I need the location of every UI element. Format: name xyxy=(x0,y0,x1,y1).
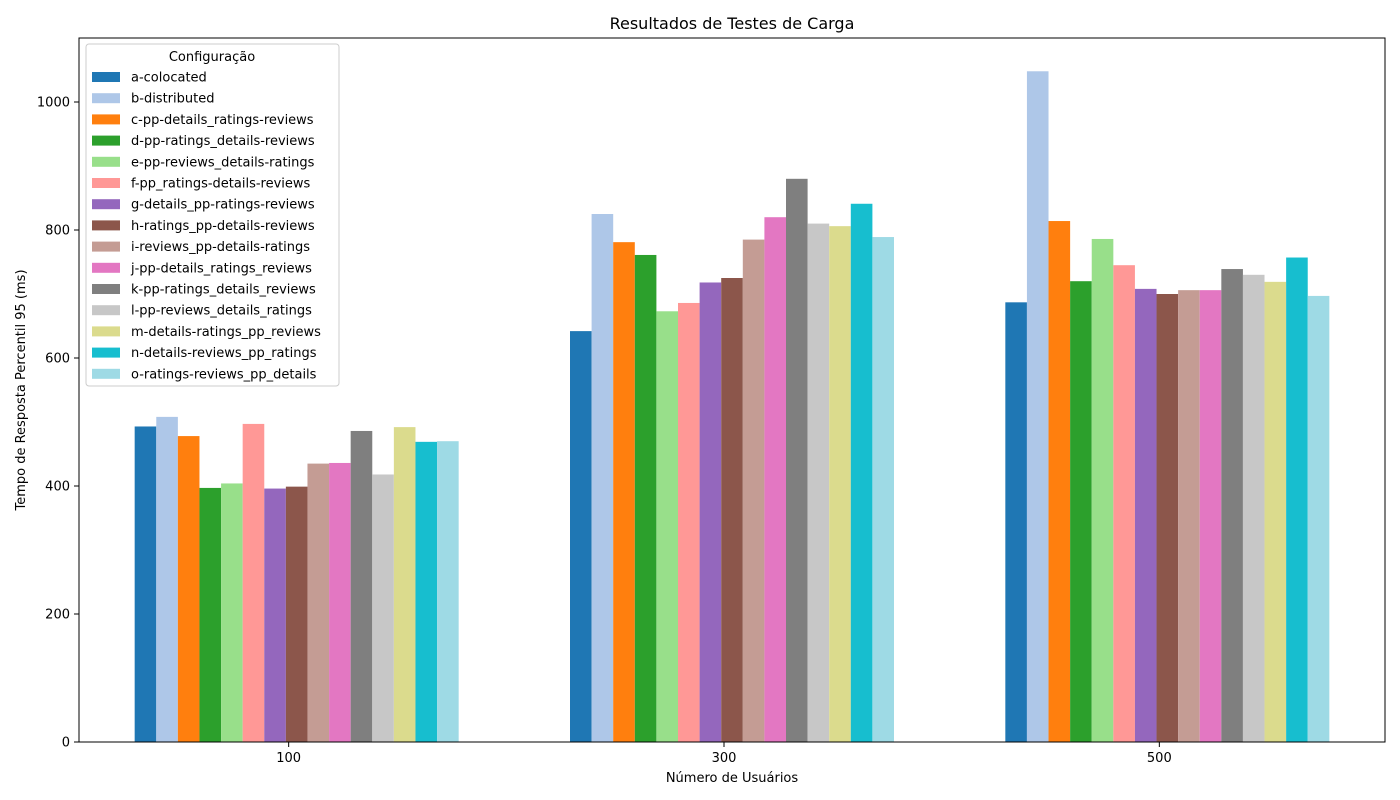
legend-label: i-reviews_pp-details-ratings xyxy=(131,240,310,255)
bar-o-500 xyxy=(1307,295,1330,742)
bar-j-500 xyxy=(1199,290,1222,742)
legend-label: f-pp_ratings-details-reviews xyxy=(131,177,311,192)
legend-swatch xyxy=(92,135,120,146)
y-tick-label: 600 xyxy=(45,352,70,367)
bar-a-500 xyxy=(1005,302,1027,742)
y-tick-label: 400 xyxy=(45,480,70,495)
bar-d-500 xyxy=(1070,281,1092,742)
y-tick-label: 1000 xyxy=(37,96,70,111)
legend-swatch xyxy=(92,156,120,167)
bar-e-500 xyxy=(1091,238,1114,742)
legend-swatch xyxy=(92,284,120,294)
bar-k-100 xyxy=(350,430,373,742)
y-tick-label: 800 xyxy=(45,224,70,239)
legend-label: e-pp-reviews_details-ratings xyxy=(131,155,315,170)
legend-swatch xyxy=(92,199,120,210)
legend-swatch xyxy=(92,178,120,188)
legend-label: d-pp-ratings_details-reviews xyxy=(131,134,315,149)
legend-label: k-pp-ratings_details_reviews xyxy=(131,283,316,298)
legend-box xyxy=(85,43,340,387)
bar-f-100 xyxy=(242,423,265,742)
y-tick-label: 200 xyxy=(45,608,70,623)
bar-n-300 xyxy=(850,203,873,742)
bar-c-300 xyxy=(613,242,635,742)
legend-swatch xyxy=(92,305,120,316)
bar-k-300 xyxy=(786,178,808,743)
bar-m-300 xyxy=(829,226,851,742)
legend-swatch xyxy=(92,93,120,104)
bar-e-300 xyxy=(656,311,678,742)
legend: Configuração a-colocated b-distributed c-p… xyxy=(85,43,340,387)
legend-swatch xyxy=(92,326,120,337)
bar-h-300 xyxy=(721,278,743,742)
bar-b-300 xyxy=(591,214,614,742)
legend-label: n-details-reviews_pp_ratings xyxy=(131,346,317,361)
bar-i-500 xyxy=(1178,290,1200,742)
legend-title: Configuração xyxy=(169,50,255,65)
bar-h-100 xyxy=(285,486,308,742)
bar-g-500 xyxy=(1134,288,1157,742)
chart-title: Resultados de Testes de Carga xyxy=(610,14,855,33)
bar-m-500 xyxy=(1264,281,1287,742)
bar-e-100 xyxy=(221,483,243,742)
bar-c-500 xyxy=(1048,221,1071,743)
bar-b-500 xyxy=(1026,71,1049,742)
bar-d-300 xyxy=(634,254,657,742)
legend-label: c-pp-details_ratings-reviews xyxy=(131,113,314,128)
x-tick-label: 500 xyxy=(1147,751,1172,766)
bar-b-100 xyxy=(156,416,178,742)
legend-label: b-distributed xyxy=(131,92,214,107)
y-tick-label: 0 xyxy=(62,736,70,751)
bar-l-300 xyxy=(807,223,830,743)
bar-d-100 xyxy=(199,487,222,742)
bar-i-100 xyxy=(307,463,330,742)
legend-swatch xyxy=(92,241,120,252)
legend-label: j-pp-details_ratings_reviews xyxy=(130,261,312,276)
bar-j-300 xyxy=(764,217,786,742)
legend-swatch xyxy=(92,114,120,125)
x-tick-label: 100 xyxy=(276,751,301,766)
bar-j-100 xyxy=(329,462,351,742)
bar-n-500 xyxy=(1286,257,1308,742)
legend-label: a-colocated xyxy=(131,71,207,86)
x-axis: 100 300 500 xyxy=(276,742,1172,766)
bar-i-300 xyxy=(742,239,765,742)
bar-m-100 xyxy=(393,427,416,742)
y-axis-label: Tempo de Resposta Percentil 95 (ms) xyxy=(14,269,29,511)
bar-h-500 xyxy=(1156,294,1179,742)
bar-c-100 xyxy=(177,436,200,742)
legend-items: a-colocated b-distributed c-pp-details_rat… xyxy=(92,71,321,382)
bar-a-300 xyxy=(570,331,592,742)
bar-a-100 xyxy=(134,426,157,742)
plot-frame xyxy=(78,37,1386,743)
bar-l-100 xyxy=(372,474,394,742)
legend-label: o-ratings-reviews_pp_details xyxy=(131,367,317,382)
x-tick-label: 300 xyxy=(712,751,737,766)
legend-swatch xyxy=(92,347,120,358)
bar-f-300 xyxy=(678,302,700,742)
bar-n-100 xyxy=(415,441,438,742)
bar-f-500 xyxy=(1113,265,1135,742)
bar-g-100 xyxy=(264,488,286,742)
legend-label: h-ratings_pp-details-reviews xyxy=(131,219,315,234)
legend-label: l-pp-reviews_details_ratings xyxy=(131,304,312,319)
bar-l-500 xyxy=(1242,274,1265,742)
bar-o-300 xyxy=(872,237,894,743)
y-axis: 0 200 400 600 800 1000 xyxy=(37,96,79,751)
bars-group xyxy=(134,71,1330,743)
legend-swatch xyxy=(92,72,120,82)
bar-g-300 xyxy=(699,282,722,742)
bar-o-100 xyxy=(437,441,459,742)
bar-k-500 xyxy=(1221,269,1243,742)
legend-swatch xyxy=(92,368,120,379)
x-axis-label: Número de Usuários xyxy=(666,771,799,786)
legend-swatch xyxy=(92,262,120,273)
legend-label: g-details_pp-ratings-reviews xyxy=(131,198,315,213)
legend-label: m-details-ratings_pp_reviews xyxy=(131,325,321,340)
legend-swatch xyxy=(92,220,120,231)
